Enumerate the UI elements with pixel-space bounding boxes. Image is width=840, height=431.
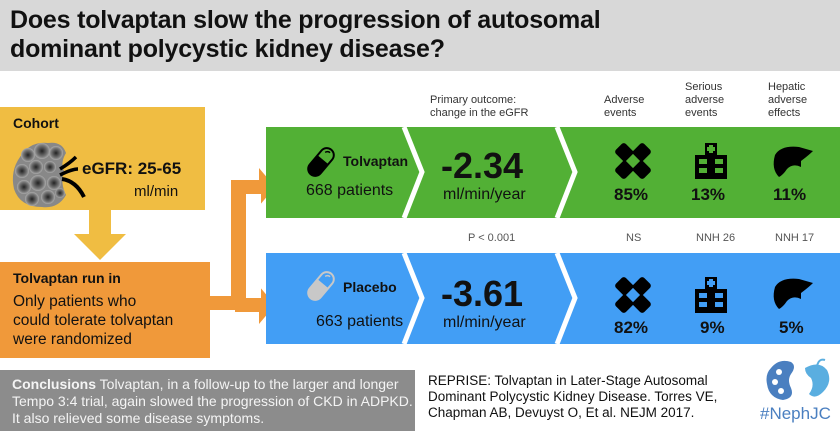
bandage-icon: [615, 143, 651, 179]
egfr-change-value: -3.61: [441, 273, 524, 314]
adverse-events-value: 85%: [614, 185, 649, 204]
cohort-title: Cohort: [13, 115, 59, 131]
cohort-box: Cohort eGFR: 25-65 ml/min: [0, 107, 205, 210]
header-banner: Does tolvaptan slow the progression of a…: [0, 0, 840, 71]
citation: REPRISE: Tolvaptan in Later-Stage Autoso…: [428, 373, 717, 421]
description-line: could tolerate tolvaptan: [13, 312, 174, 329]
serious-adverse-events-value: 9%: [700, 318, 725, 337]
header-line: adverse: [685, 94, 725, 106]
header-line: events: [604, 107, 637, 119]
citation-line: REPRISE: Tolvaptan in Later-Stage Autoso…: [428, 373, 708, 388]
patient-count: 663 patients: [316, 313, 404, 330]
header-line: Hepatic: [768, 81, 806, 93]
liver-icon: [773, 146, 813, 177]
arm-name: Placebo: [343, 279, 397, 295]
header-line: Serious: [685, 81, 723, 93]
pill-icon: [307, 271, 335, 301]
header-line: adverse: [768, 94, 808, 106]
conclusions-text: Tolvaptan, in a follow-up to the larger …: [12, 376, 413, 426]
egfr-change-unit: ml/min/year: [443, 186, 526, 203]
patient-count: 668 patients: [306, 182, 394, 199]
header-line: effects: [768, 107, 801, 119]
description-line: Only patients who: [13, 293, 137, 310]
run-in-title: Tolvaptan run in: [13, 270, 121, 286]
serious-adverse-events-header: Serious adverse events: [685, 81, 724, 120]
run-in-box: Tolvaptan run in Only patients who could…: [0, 262, 210, 358]
hospital-icon: [695, 143, 727, 179]
citation-line: Dominant Polycystic Kidney Disease. Torr…: [428, 389, 718, 404]
hepatic-adverse-effects-value: 11%: [773, 185, 807, 204]
header-line: change in the eGFR: [430, 107, 529, 119]
placebo-arm-row: Placebo 663 patients -3.61 ml/min/year 8…: [266, 253, 840, 344]
hepatic-adverse-effects-value: 5%: [779, 318, 804, 337]
hepatic-nnh: NNH 17: [775, 232, 815, 244]
egfr-change-value: -2.34: [441, 145, 524, 186]
liver-icon: [773, 278, 813, 309]
randomization-connector-icon: [205, 168, 275, 324]
hospital-icon: [695, 277, 727, 313]
egfr-range: eGFR: 25-65: [82, 159, 182, 178]
arrow-tip: [266, 171, 278, 201]
arm-name: Tolvaptan: [343, 153, 409, 169]
serious-adverse-events-value: 13%: [691, 185, 726, 204]
chevron-dividers: [401, 127, 578, 218]
adverse-events-value: 82%: [614, 318, 649, 337]
primary-p-value: P < 0.001: [468, 232, 516, 244]
header-line: events: [685, 107, 718, 119]
pill-icon: [307, 147, 335, 177]
header-line: Primary outcome:: [430, 94, 517, 106]
hepatic-adverse-effects-header: Hepatic adverse effects: [768, 81, 807, 120]
down-arrow-icon: [74, 210, 126, 260]
conclusions-label: Conclusions: [12, 376, 97, 392]
tolvaptan-arm-row: Tolvaptan 668 patients -2.34 ml/min/year…: [266, 127, 840, 218]
conclusions-box: Conclusions Tolvaptan, in a follow-up to…: [0, 370, 415, 431]
adverse-significance: NS: [626, 232, 642, 244]
header-line: Adverse: [604, 94, 645, 106]
page-title: Does tolvaptan slow the progression of a…: [10, 6, 601, 64]
kidney-cyst-icon: [12, 142, 86, 208]
serious-nnh: NNH 26: [696, 232, 736, 244]
run-in-description: Only patients who could tolerate tolvapt…: [13, 292, 173, 349]
title-line-2: dominant polycystic kidney disease?: [10, 35, 445, 63]
primary-outcome-header: Primary outcome: change in the eGFR: [430, 94, 528, 120]
citation-line: Chapman AB, Devuyst O, Et al. NEJM 2017.: [428, 405, 695, 420]
nephjc-logo-icon: [766, 358, 830, 400]
adverse-events-header: Adverse events: [604, 94, 644, 120]
bandage-icon: [615, 277, 651, 313]
egfr-unit: ml/min: [134, 183, 179, 200]
description-line: were randomized: [13, 331, 132, 348]
egfr-change-unit: ml/min/year: [443, 314, 526, 331]
title-line-1: Does tolvaptan slow the progression of a…: [10, 6, 601, 34]
nephjc-hashtag: #NephJC: [760, 404, 831, 423]
chevron-dividers: [401, 253, 578, 344]
